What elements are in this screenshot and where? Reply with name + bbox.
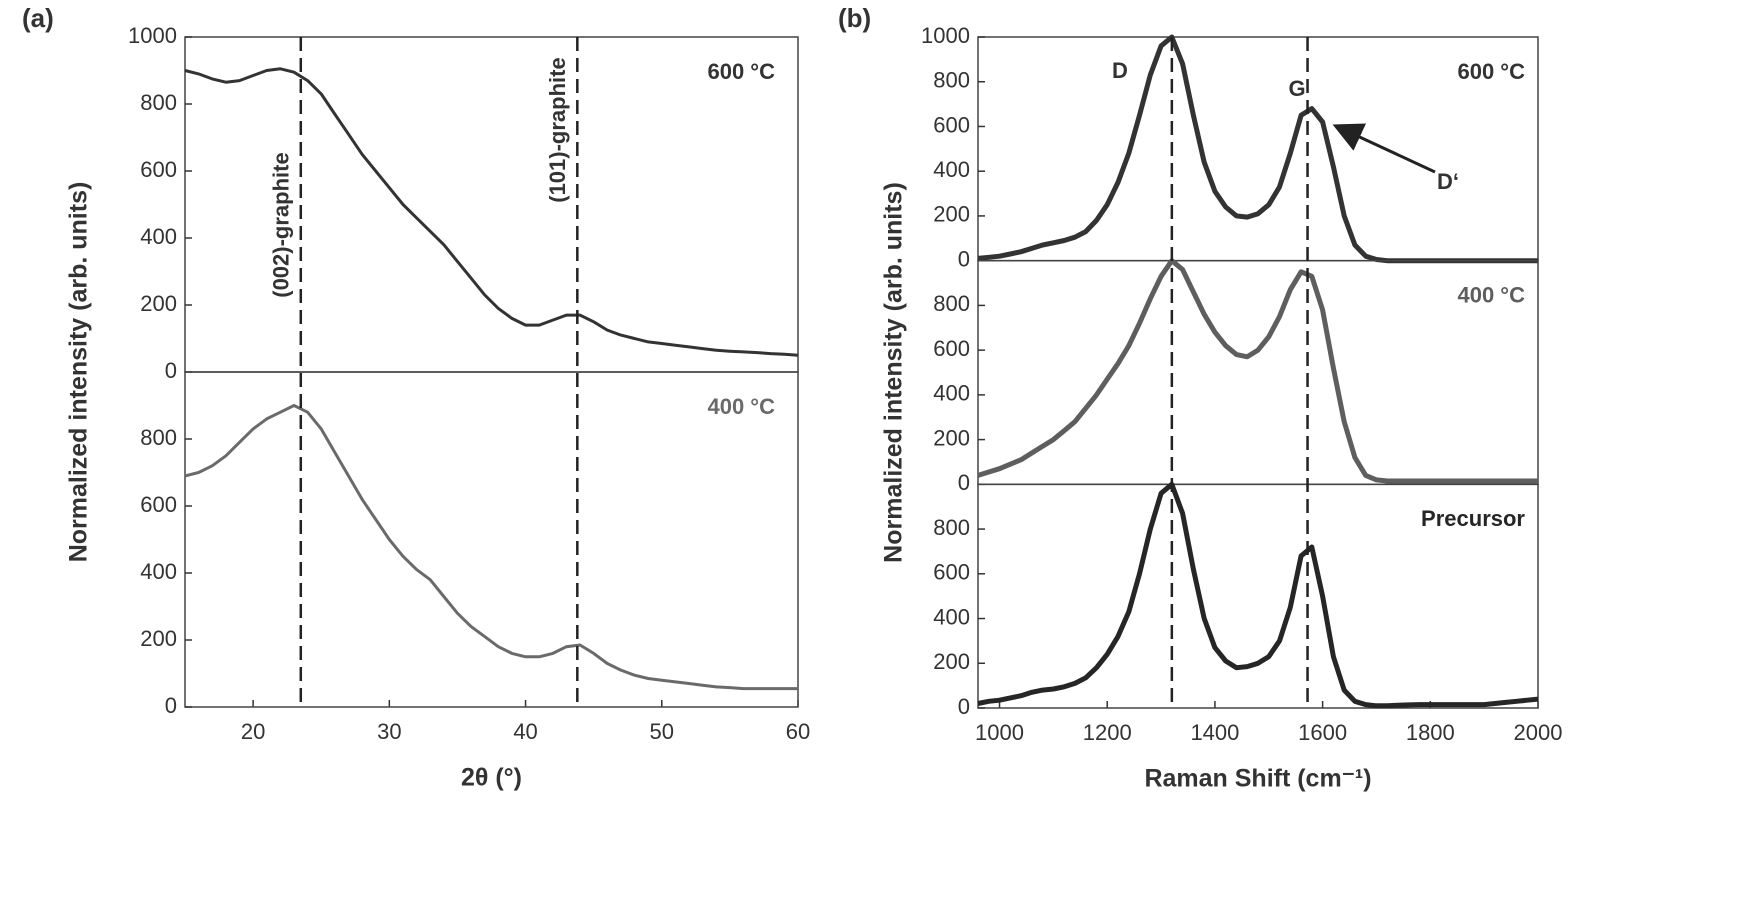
- panel-label: (a): [22, 3, 54, 33]
- y-tick-label: 1000: [128, 23, 177, 48]
- x-tick-label: 2000: [1514, 720, 1563, 745]
- y-tick-label: 600: [933, 112, 970, 137]
- subplot-label: 600 °C: [1457, 59, 1525, 84]
- arrow: [1332, 123, 1436, 174]
- x-tick-label: 50: [650, 719, 674, 744]
- y-tick-label: 0: [958, 470, 970, 495]
- subplot-frame: [977, 483, 1539, 709]
- y-tick-label: 0: [165, 358, 177, 383]
- data-line: [977, 258, 1538, 484]
- x-tick-label: 1800: [1406, 720, 1455, 745]
- y-tick-label: 400: [933, 157, 970, 182]
- y-tick-label: 200: [140, 626, 177, 651]
- subplot-frame: [977, 36, 1539, 262]
- y-tick-label: 0: [958, 694, 970, 719]
- subplot-label: Precursor: [1421, 506, 1525, 531]
- y-tick-label: 1000: [921, 23, 970, 48]
- y-tick-label: 800: [140, 90, 177, 115]
- x-tick-label: 20: [241, 719, 265, 744]
- panel-label: (b): [838, 3, 871, 33]
- peak-label: D: [1112, 58, 1128, 83]
- y-tick-label: 600: [140, 157, 177, 182]
- y-tick-label: 600: [933, 336, 970, 361]
- reference-label: (002)-graphite: [269, 152, 294, 297]
- data-line: [977, 481, 1539, 709]
- y-tick-label: 0: [165, 693, 177, 718]
- subplot-label: 600 °C: [707, 59, 775, 84]
- y-tick-label: 600: [140, 492, 177, 517]
- reference-label: (101)-graphite: [545, 57, 570, 202]
- x-tick-label: 30: [377, 719, 401, 744]
- y-axis-label: Normalized intensity (arb. units): [880, 182, 908, 563]
- subplot-label: 400 °C: [707, 394, 775, 419]
- subplot-label: 400 °C: [1457, 282, 1525, 307]
- y-tick-label: 400: [140, 559, 177, 584]
- data-line: [184, 67, 799, 357]
- y-tick-label: 600: [933, 560, 970, 585]
- x-tick-label: 60: [786, 719, 810, 744]
- x-tick-label: 1600: [1298, 720, 1347, 745]
- data-line: [977, 34, 1538, 264]
- x-tick-label: 40: [513, 719, 537, 744]
- y-tick-label: 800: [140, 425, 177, 450]
- y-tick-label: 0: [958, 246, 970, 271]
- y-tick-label: 200: [933, 649, 970, 674]
- x-tick-label: 1200: [1083, 720, 1132, 745]
- y-tick-label: 400: [933, 604, 970, 629]
- x-tick-label: 1400: [1190, 720, 1239, 745]
- y-tick-label: 200: [933, 202, 970, 227]
- y-tick-label: 800: [933, 68, 970, 93]
- x-axis-label: Raman Shift (cm⁻¹): [1144, 765, 1371, 793]
- subplot-frame: [977, 259, 1539, 486]
- x-axis-label: 2θ (°): [461, 764, 522, 792]
- y-tick-label: 400: [140, 224, 177, 249]
- y-tick-label: 400: [933, 381, 970, 406]
- y-tick-label: 200: [933, 425, 970, 450]
- peak-label: D‘: [1437, 169, 1459, 194]
- subplot-frame: [184, 371, 799, 708]
- data-line: [184, 404, 798, 691]
- x-tick-label: 1000: [975, 720, 1024, 745]
- y-tick-label: 800: [933, 291, 970, 316]
- y-tick-label: 200: [140, 291, 177, 316]
- y-tick-label: 800: [933, 515, 970, 540]
- y-axis-label: Normalized intensity (arb. units): [65, 182, 93, 563]
- peak-label: G: [1288, 76, 1305, 101]
